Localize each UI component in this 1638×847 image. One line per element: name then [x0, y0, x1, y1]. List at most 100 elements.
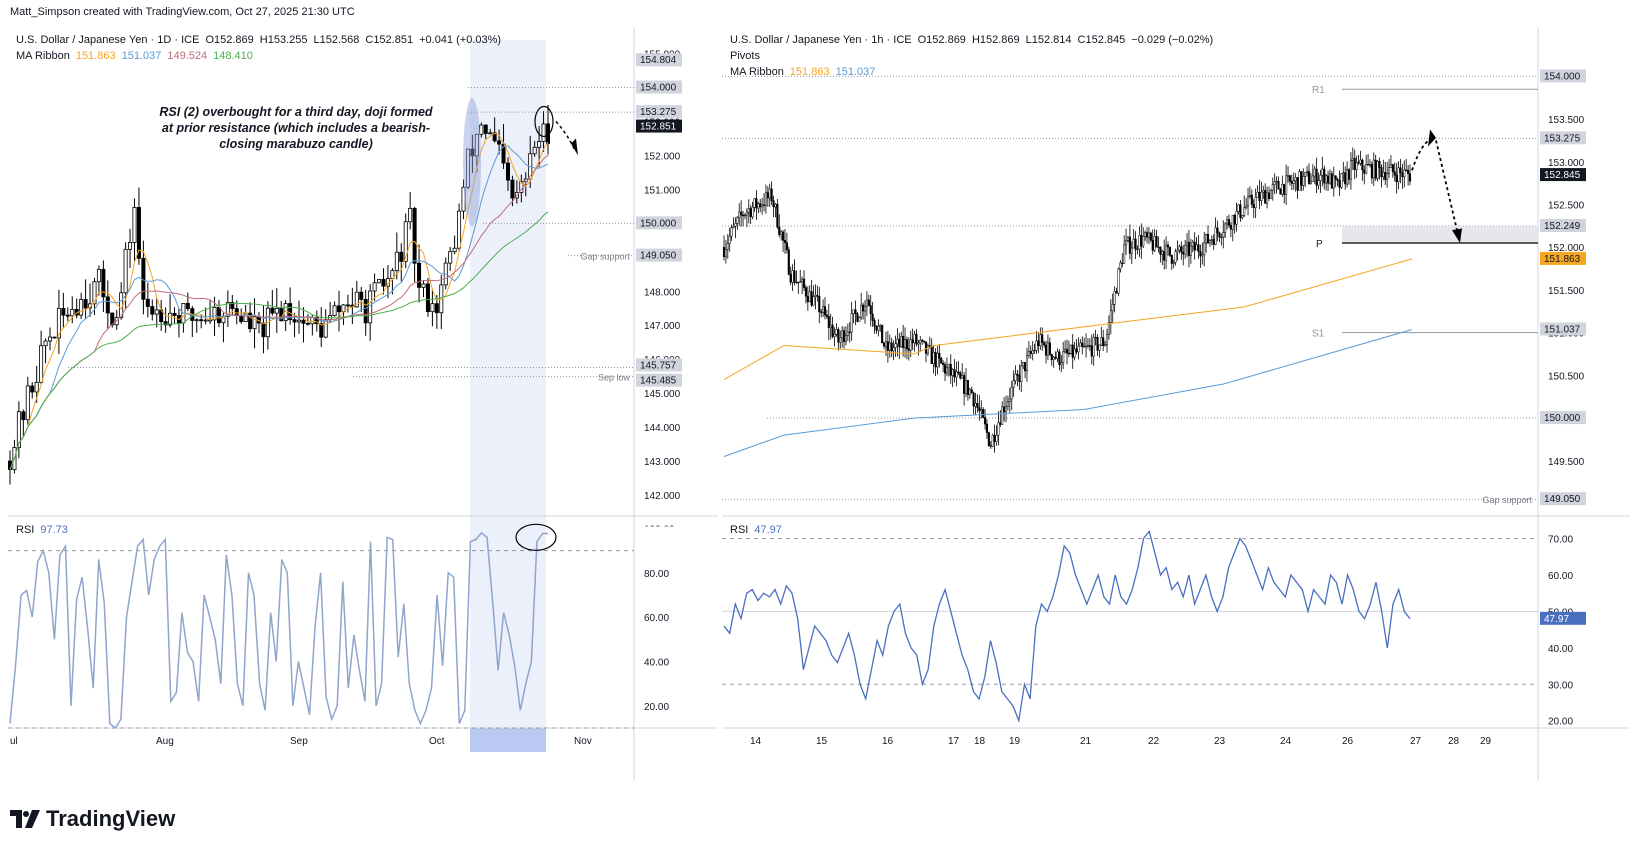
hourly-candle-body	[976, 403, 979, 408]
hourly-candle-body	[1311, 175, 1314, 182]
hourly-candle-body	[1264, 190, 1267, 204]
highlight-period-axis	[470, 728, 546, 752]
hourly-candle-body	[995, 434, 998, 442]
tradingview-logo-icon	[10, 810, 40, 828]
hourly-candle-body	[951, 369, 954, 376]
tradingview-logo[interactable]: TradingView	[10, 806, 175, 832]
hourly-candle-body	[1353, 158, 1356, 170]
hourly-candle-body	[881, 324, 884, 344]
daily-candle-body	[79, 299, 84, 316]
hourly-candle-body	[1149, 232, 1152, 241]
hourly-candle-body	[1199, 251, 1202, 257]
hourly-candle-body	[1071, 344, 1074, 358]
hourly-candle-body	[1161, 251, 1164, 255]
hourly-candle-body	[1271, 184, 1274, 191]
hourly-arrow-up-head	[1428, 129, 1436, 147]
hourly-rsi-label: RSI	[730, 524, 749, 536]
hourly-candle-body	[1058, 351, 1061, 366]
daily-price-tick: 143.000	[644, 457, 681, 468]
hourly-x-label: 17	[948, 736, 960, 747]
hourly-candle-body	[751, 206, 754, 218]
hourly-candle-body	[743, 214, 747, 217]
hourly-candle-body	[753, 198, 756, 208]
hourly-candle-body	[982, 409, 985, 418]
hourly-candle-body	[1102, 337, 1105, 346]
hourly-candle-body	[886, 341, 889, 351]
hourly-candle-body	[1163, 251, 1166, 261]
daily-candle-body	[101, 268, 106, 298]
daily-chart-panel[interactable]: 142.000143.000144.000145.000146.000147.0…	[7, 28, 718, 780]
hourly-candle-body	[1328, 173, 1332, 184]
hourly-candle-body	[1037, 340, 1040, 347]
hourly-candle-body	[762, 204, 766, 206]
daily-candle-body	[465, 148, 470, 188]
hourly-candle-body	[1386, 173, 1389, 180]
hourly-chart-panel[interactable]: 149.500150.000150.500151.000151.500152.0…	[722, 28, 1630, 780]
hourly-candle-body	[1372, 159, 1375, 179]
hourly-chart-svg[interactable]: 149.500150.000150.500151.000151.500152.0…	[722, 28, 1630, 780]
hourly-candle-body	[1029, 351, 1032, 354]
hourly-candle-body	[1290, 180, 1293, 184]
hourly-candle-body	[730, 227, 733, 237]
hourly-candle-body	[905, 339, 908, 350]
hourly-candle-body	[985, 423, 989, 433]
hourly-candle-body	[1384, 172, 1387, 180]
daily-rsi-value: 97.73	[40, 524, 68, 536]
daily-candle-body	[359, 291, 364, 300]
hourly-candle-body	[1130, 247, 1133, 254]
hourly-candle-body	[1048, 342, 1051, 355]
daily-chart-svg[interactable]: 142.000143.000144.000145.000146.000147.0…	[7, 28, 718, 780]
daily-candle-body	[434, 303, 439, 314]
hourly-candle-body	[970, 389, 973, 394]
daily-price-tick: 151.000	[644, 185, 681, 196]
daily-low: L152.568	[313, 34, 360, 46]
hourly-candle-body	[1368, 164, 1372, 166]
hourly-candle-body	[774, 204, 777, 208]
daily-candle-body	[48, 336, 53, 342]
daily-ma-line-3	[9, 154, 549, 470]
hourly-price-label-bg	[1540, 168, 1586, 182]
hourly-candle-body	[1304, 172, 1307, 177]
daily-candle-body	[92, 281, 97, 305]
daily-candle-body	[452, 247, 457, 253]
daily-candle-body	[390, 270, 395, 280]
hourly-symbol: U.S. Dollar / Japanese Yen · 1h · ICE	[730, 34, 912, 46]
hourly-candle-body	[1115, 291, 1118, 294]
hourly-candle-body	[782, 231, 785, 241]
hourly-candle-body	[1246, 196, 1250, 207]
hourly-price-label: 154.000	[1544, 71, 1581, 82]
hourly-candle-body	[1212, 239, 1215, 245]
hourly-candle-body	[877, 326, 880, 331]
hourly-x-label: 22	[1148, 736, 1160, 747]
hourly-candle-body	[1408, 173, 1412, 182]
daily-rsi-tick: 80.00	[644, 569, 669, 580]
hourly-candle-body	[932, 352, 935, 365]
hourly-candle-body	[1233, 215, 1236, 225]
hourly-candle-body	[1195, 244, 1198, 251]
hourly-candle-body	[1347, 169, 1351, 180]
hourly-candle-body	[1229, 224, 1232, 230]
hourly-candle-body	[1281, 184, 1284, 195]
hourly-arrow-down	[1435, 140, 1459, 235]
hourly-candle-body	[869, 305, 872, 315]
hourly-candle-body	[1012, 380, 1015, 388]
hourly-candle-body	[1214, 227, 1217, 245]
daily-price-label-bg	[636, 216, 682, 230]
hourly-candle-body	[1300, 171, 1303, 186]
daily-candle-body	[505, 162, 510, 181]
hourly-candle-body	[1008, 398, 1011, 402]
daily-price-label-bg	[636, 119, 682, 133]
hourly-candle-body	[1096, 336, 1099, 351]
daily-candle-body	[252, 316, 257, 330]
hourly-candle-body	[1206, 234, 1210, 244]
hourly-candle-body	[728, 235, 731, 244]
hourly-candle-body	[919, 340, 922, 344]
daily-ma-label: MA Ribbon	[16, 50, 70, 62]
hourly-candle-body	[1125, 240, 1128, 246]
hourly-candle-body	[1123, 244, 1126, 264]
hourly-candle-body	[903, 339, 907, 348]
hourly-candle-body	[1319, 174, 1322, 181]
hourly-candle-body	[770, 188, 773, 201]
daily-price-label: 150.000	[640, 218, 677, 229]
hourly-candle-body	[1155, 235, 1158, 248]
